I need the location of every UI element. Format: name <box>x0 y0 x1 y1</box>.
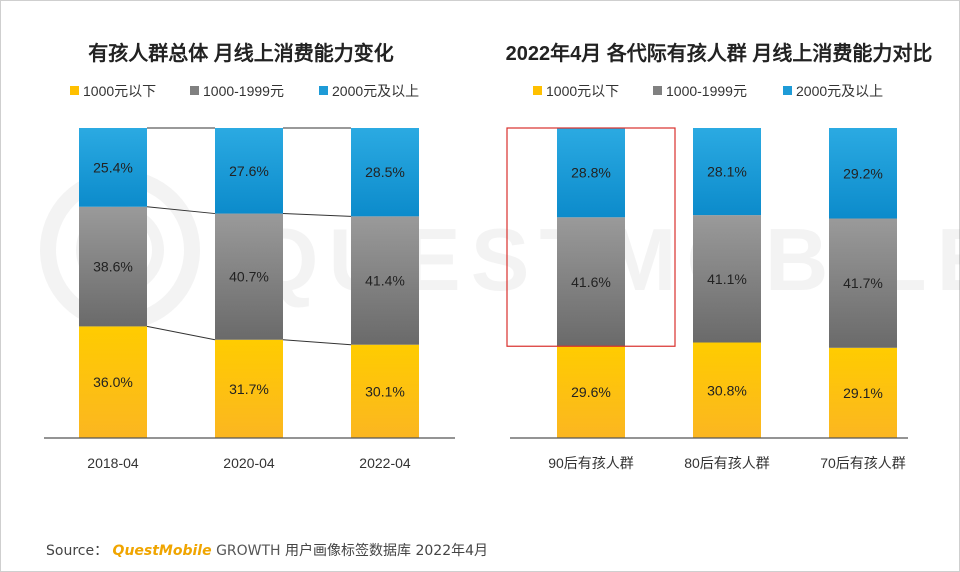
legend-swatch-low <box>70 86 79 95</box>
data-label-mid: 40.7% <box>229 269 269 285</box>
connector-line <box>146 206 216 215</box>
source-text: 用户画像标签数据库 2022年4月 <box>285 543 489 559</box>
highlight-box <box>506 127 676 347</box>
data-label-low: 31.7% <box>229 381 269 397</box>
bar-segment-high <box>693 128 761 216</box>
x-tick-label: 2020-04 <box>223 455 275 471</box>
data-label-mid: 41.4% <box>365 273 405 289</box>
bar-segment-mid <box>557 217 625 347</box>
bar-segment-low <box>215 339 283 438</box>
bar-segment-high <box>215 128 283 214</box>
data-label-mid: 41.6% <box>571 274 611 290</box>
bar-segment-low <box>79 326 147 438</box>
data-label-mid: 41.7% <box>843 275 883 291</box>
legend-swatch-mid <box>653 86 662 95</box>
data-label-high: 25.4% <box>93 159 133 175</box>
data-label-mid: 38.6% <box>93 259 133 275</box>
bar-segment-mid <box>693 215 761 343</box>
bar-segment-low <box>829 347 897 438</box>
bar-segment-high <box>829 128 897 219</box>
legend-swatch-mid <box>190 86 199 95</box>
legend-label-low: 1000元以下 <box>546 83 619 99</box>
bar-segment-low <box>351 344 419 438</box>
data-label-low: 30.8% <box>707 382 747 398</box>
x-tick-label: 80后有孩人群 <box>684 455 770 471</box>
chart-title: 2022年4月 各代际有孩人群 月线上消费能力对比 <box>506 41 933 65</box>
bar-segment-high <box>557 128 625 218</box>
bar-segment-high <box>79 128 147 207</box>
legend-swatch-high <box>319 86 328 95</box>
bar-segment-mid <box>215 213 283 340</box>
data-label-mid: 41.1% <box>707 271 747 287</box>
x-tick-label: 2022-04 <box>359 455 411 471</box>
data-label-high: 28.8% <box>571 165 611 181</box>
chart-overall: 有孩人群总体 月线上消费能力变化 1000元以下 1000-1999元 2000元及以… <box>44 41 455 471</box>
legend-label-high: 2000元及以上 <box>332 83 419 99</box>
x-tick-label: 70后有孩人群 <box>820 455 906 471</box>
data-label-high: 29.2% <box>843 165 883 181</box>
chart-generation: 2022年4月 各代际有孩人群 月线上消费能力对比 1000元以下 1000-199… <box>506 41 933 471</box>
watermark: QUESTMOBILE <box>40 170 960 330</box>
data-label-low: 29.1% <box>843 385 883 401</box>
data-label-high: 28.1% <box>707 164 747 180</box>
bar-segment-mid <box>79 206 147 327</box>
source-footer: Source： QuestMobile GROWTH 用户画像标签数据库 202… <box>46 540 488 560</box>
bar-segment-mid <box>351 216 419 345</box>
connector-line <box>282 339 352 346</box>
legend-label-mid: 1000-1999元 <box>666 83 747 99</box>
x-tick-label: 2018-04 <box>87 455 139 471</box>
bar-segment-high <box>351 128 419 217</box>
bar-segment-low <box>693 342 761 438</box>
growth-label: GROWTH <box>216 543 281 559</box>
connector-line <box>146 325 216 341</box>
bar-segment-mid <box>829 218 897 348</box>
data-label-high: 27.6% <box>229 163 269 179</box>
brand-logo: QuestMobile <box>112 543 212 559</box>
data-label-high: 28.5% <box>365 164 405 180</box>
legend-swatch-high <box>783 86 792 95</box>
legend-label-mid: 1000-1999元 <box>203 83 284 99</box>
legend-label-low: 1000元以下 <box>83 83 156 99</box>
source-label: Source： <box>46 543 109 559</box>
chart-title: 有孩人群总体 月线上消费能力变化 <box>88 41 394 65</box>
legend-swatch-low <box>533 86 542 95</box>
connector-line <box>282 213 352 217</box>
data-label-low: 30.1% <box>365 383 405 399</box>
legend-label-high: 2000元及以上 <box>796 83 883 99</box>
x-tick-label: 90后有孩人群 <box>548 455 634 471</box>
data-label-low: 36.0% <box>93 374 133 390</box>
bar-segment-low <box>557 346 625 438</box>
data-label-low: 29.6% <box>571 384 611 400</box>
